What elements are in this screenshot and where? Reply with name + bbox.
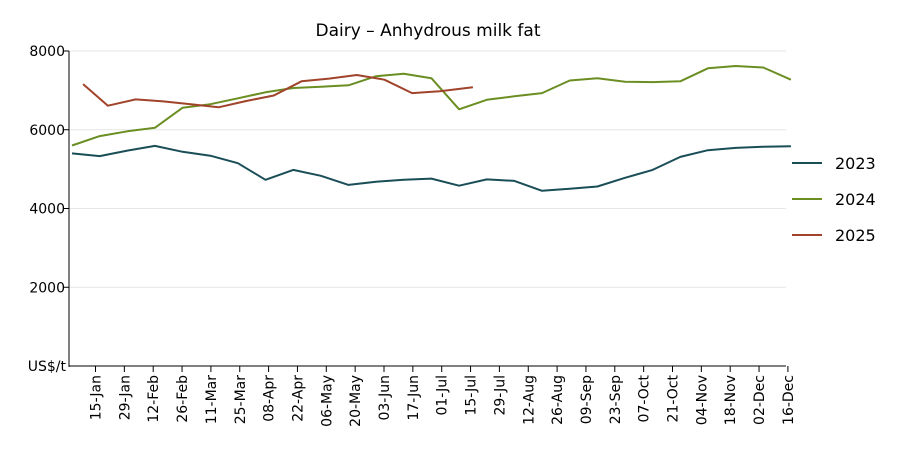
x-tick-label: 22-Apr	[290, 375, 306, 422]
series-line-2025	[82, 74, 474, 109]
x-tick-label: 11-Mar	[204, 375, 220, 425]
x-tick-label: 23-Sep	[608, 375, 624, 424]
x-tick-label: 04-Nov	[694, 375, 710, 425]
x-ticks: 15-Jan 29-Jan 12-Feb 26-Feb 11-Mar 25-Mar 08-A…	[89, 366, 797, 427]
x-tick-label: 01-Jul	[435, 375, 451, 416]
legend-label-2025: 2025	[835, 226, 876, 245]
x-tick-label: 12-Feb	[146, 375, 162, 423]
series-line-2023	[71, 144, 791, 192]
y-tick-label: 6000	[29, 123, 65, 139]
x-tick-label: 25-Mar	[233, 375, 249, 425]
grid	[69, 50, 786, 288]
x-tick-label: 21-Oct	[666, 374, 682, 422]
x-tick-label: 20-May	[348, 375, 364, 427]
x-tick-label: 12-Aug	[521, 375, 537, 425]
x-tick-label: 07-Oct	[637, 374, 653, 422]
x-tick-label: 18-Nov	[723, 375, 739, 425]
legend-label-2024: 2024	[835, 190, 876, 209]
x-tick-label: 09-Sep	[579, 375, 595, 424]
legend-label-2023: 2023	[835, 154, 876, 173]
series	[71, 65, 792, 192]
x-tick-label: 03-Jun	[377, 375, 393, 421]
series-line-2024	[71, 65, 792, 147]
y-tick-label: 8000	[29, 44, 65, 60]
x-tick-label: 02-Dec	[752, 375, 768, 425]
y-unit-label: US$/t	[28, 359, 67, 375]
x-tick-label: 15-Jan	[89, 375, 105, 420]
x-tick-label: 16-Dec	[781, 375, 797, 425]
x-tick-label: 08-Apr	[262, 375, 278, 422]
x-tick-label: 06-May	[319, 375, 335, 427]
x-tick-label: 29-Jan	[117, 375, 133, 420]
legend: 2023 2024 2025	[792, 154, 876, 245]
y-tick-label: 2000	[29, 280, 65, 296]
x-tick-label: 17-Jun	[406, 375, 422, 421]
x-tick-label: 15-Jul	[464, 375, 480, 416]
y-ticks: 2000 4000 6000 8000	[29, 44, 69, 296]
x-tick-label: 26-Aug	[550, 375, 566, 425]
chart-title: Dairy – Anhydrous milk fat	[316, 21, 541, 41]
y-tick-label: 4000	[29, 202, 65, 218]
x-tick-label: 26-Feb	[175, 375, 191, 423]
x-tick-label: 29-Jul	[492, 375, 508, 416]
